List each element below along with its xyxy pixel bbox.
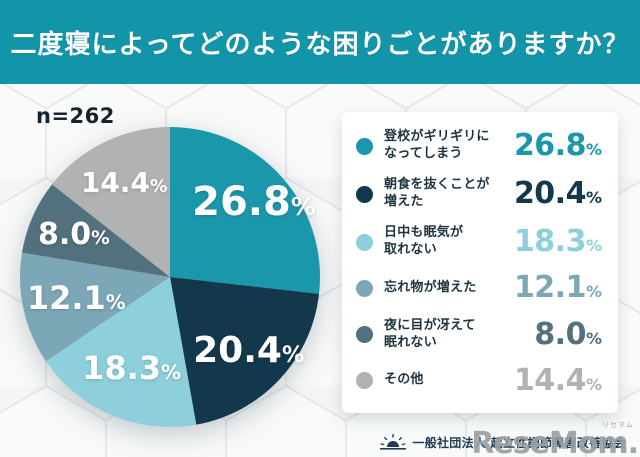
legend-item-value: 26.8% [513,128,602,164]
pie-slice [20,252,171,362]
legend-item-value: 20.4% [513,176,602,212]
legend-color-dot [356,279,373,297]
pie-slice [45,277,197,427]
footer: 一般社団法人 起立性調節障害改善協会 [380,434,626,451]
pie-slice-label: 12.1% [26,278,126,317]
pie-slice [22,184,170,277]
legend-color-dot [356,372,373,390]
legend-item-value: 18.3% [513,224,602,260]
legend-color-dot [356,233,373,251]
legend-color-dot [356,137,373,155]
pie-slice [170,277,320,425]
sun-icon [380,434,407,450]
legend-item: 朝食を抜くことが 増えた 20.4% [356,177,602,211]
pie-slice [170,127,320,294]
legend-item: その他 14.4% [356,362,602,398]
legend-item-value: 8.0% [534,316,602,352]
pie-slice-label: 20.4% [193,329,305,371]
legend-item-label: 忘れ物が増えた [384,279,477,295]
legend-item-value: 14.4% [513,362,602,398]
legend-item-label: 日中も眠気が 取れない [384,225,464,258]
legend-item: 忘れ物が増えた 12.1% [356,273,602,303]
legend-item-label: 夜に目が冴えて 眠れない [384,317,476,350]
pie-chart [20,127,320,427]
page-title: 二度寝によってどのような困りごとがありますか？ [10,29,630,60]
watermark-text: ReseMom. [471,426,639,457]
sample-size-label: n=262 [36,104,115,128]
header-bar: 二度寝によってどのような困りごとがありますか？ [0,0,640,84]
legend-color-dot [356,185,373,203]
legend-color-dot [356,326,373,344]
legend-item: 登校がギリギリに なってしまう 26.8% [356,129,602,163]
pie-slice-label: 18.3% [82,349,181,388]
legend-item-value: 12.1% [513,270,602,306]
pie-slice-label: 26.8% [192,179,316,226]
legend-item-label: その他 [384,372,424,388]
footer-organization: 一般社団法人 起立性調節障害改善協会 [412,436,626,450]
pie-slice-label: 14.4% [80,165,168,199]
legend-item-label: 朝食を抜くことが 増えた [384,177,490,210]
pie-slice [52,127,171,277]
legend-card: 登校がギリギリに なってしまう 26.8% 朝食を抜くことが 増えた 20.4% 日中も眠気… [342,112,618,413]
pie-slice-label: 8.0% [37,216,110,252]
legend-item-label: 登校がギリギリに なってしまう [384,129,490,162]
pie-chart-area: 26.8% 20.4% 18.3% 12.1% 8.0% 14.4% [20,127,320,427]
resemom-watermark: リセマム ReseMom. [471,421,639,457]
legend-item: 夜に目が冴えて 眠れない 8.0% [356,318,602,352]
watermark-ruby: リセマム [602,421,634,429]
legend-item: 日中も眠気が 取れない 18.3% [356,225,602,259]
